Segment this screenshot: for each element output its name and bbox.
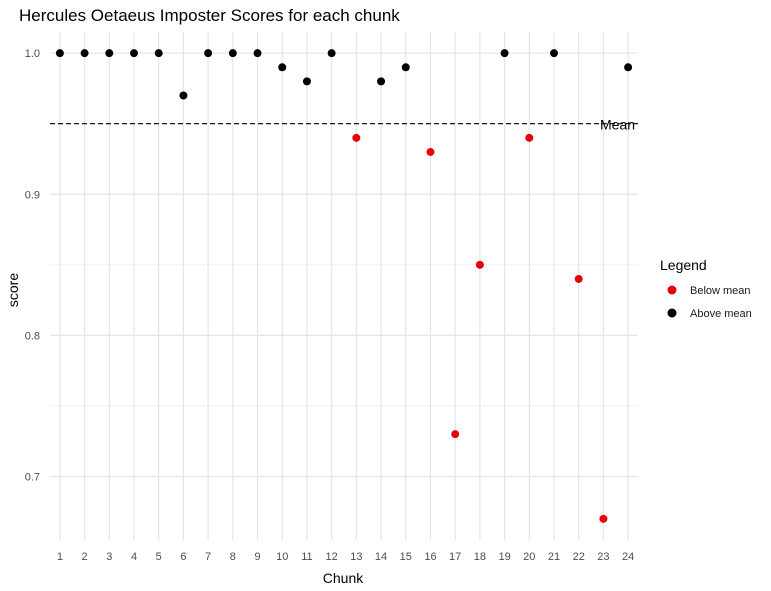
data-point-chunk-9 [253, 49, 262, 58]
data-point-chunk-21 [550, 49, 558, 58]
y-tick-label: 0.7 [25, 472, 40, 484]
data-point-chunk-18 [475, 260, 484, 269]
data-point-chunk-11 [302, 77, 311, 86]
data-point-chunk-17 [451, 430, 460, 439]
x-tick-label: 14 [375, 551, 387, 563]
data-point-chunk-13 [352, 133, 361, 142]
y-tick-label: 1.0 [25, 48, 40, 60]
x-tick-label: 4 [131, 551, 137, 563]
y-tick-labels: 0.7 0.8 0.9 1.0 [25, 48, 40, 483]
x-tick-label: 21 [548, 551, 560, 563]
x-tick-label: 22 [573, 551, 585, 563]
data-point-chunk-16 [426, 147, 435, 156]
data-point-chunk-5 [154, 49, 163, 58]
data-point-chunk-23 [599, 514, 608, 523]
data-point-chunk-3 [105, 49, 114, 58]
x-tick-label: 8 [230, 551, 236, 563]
data-point-chunk-8 [228, 49, 237, 58]
data-point-chunk-19 [500, 49, 509, 58]
legend-label-below-mean: Below mean [690, 285, 751, 297]
data-point-chunk-7 [204, 49, 213, 58]
data-point-chunk-1 [55, 49, 64, 58]
data-point-chunk-22 [574, 274, 583, 283]
legend-label-above-mean: Above mean [690, 308, 752, 320]
grid [50, 32, 638, 540]
data-point-chunk-4 [130, 49, 138, 58]
x-tick-label: 19 [498, 551, 510, 563]
x-tick-label: 23 [597, 551, 609, 563]
x-tick-label: 1 [57, 551, 63, 563]
x-tick-label: 5 [156, 551, 162, 563]
x-tick-label: 18 [474, 551, 486, 563]
x-tick-label: 11 [301, 551, 312, 563]
legend-key-below-mean [667, 285, 677, 295]
x-tick-label: 7 [205, 551, 211, 563]
x-tick-label: 15 [400, 551, 412, 563]
data-point-chunk-20 [525, 133, 534, 142]
x-tick-label: 17 [449, 551, 461, 563]
data-point-chunk-10 [278, 63, 287, 72]
y-axis-title: score [5, 273, 21, 307]
data-points [55, 49, 633, 523]
data-point-chunk-24 [624, 63, 633, 72]
legend-key-above-mean [667, 308, 677, 318]
x-tick-label: 3 [106, 551, 112, 563]
x-tick-label: 12 [326, 551, 338, 563]
data-point-chunk-6 [179, 91, 188, 100]
mean-label: Mean [600, 117, 635, 133]
x-axis-title: Chunk [323, 570, 364, 586]
chart-title: Hercules Oetaeus Imposter Scores for eac… [19, 6, 400, 25]
x-tick-label: 13 [350, 551, 362, 563]
y-tick-label: 0.9 [25, 189, 40, 201]
y-tick-label: 0.8 [25, 330, 40, 342]
legend: Legend Below mean Above mean [660, 257, 752, 320]
data-point-chunk-12 [327, 49, 336, 58]
data-point-chunk-2 [80, 49, 89, 58]
x-tick-labels: 1 2 3 4 5 6 7 8 9 10 11 12 13 14 15 16 17 18 19 20 21 22 23 24 [57, 551, 634, 563]
x-tick-label: 9 [254, 551, 260, 563]
x-tick-label: 20 [523, 551, 535, 563]
data-point-chunk-15 [401, 63, 410, 72]
x-tick-label: 10 [276, 551, 288, 563]
x-tick-label: 2 [82, 551, 88, 563]
data-point-chunk-14 [377, 77, 386, 86]
x-tick-label: 6 [180, 551, 186, 563]
mean-reference-line-group: Mean [50, 117, 638, 133]
x-tick-label: 24 [622, 551, 634, 563]
legend-title: Legend [660, 257, 707, 273]
x-tick-label: 16 [424, 551, 436, 563]
